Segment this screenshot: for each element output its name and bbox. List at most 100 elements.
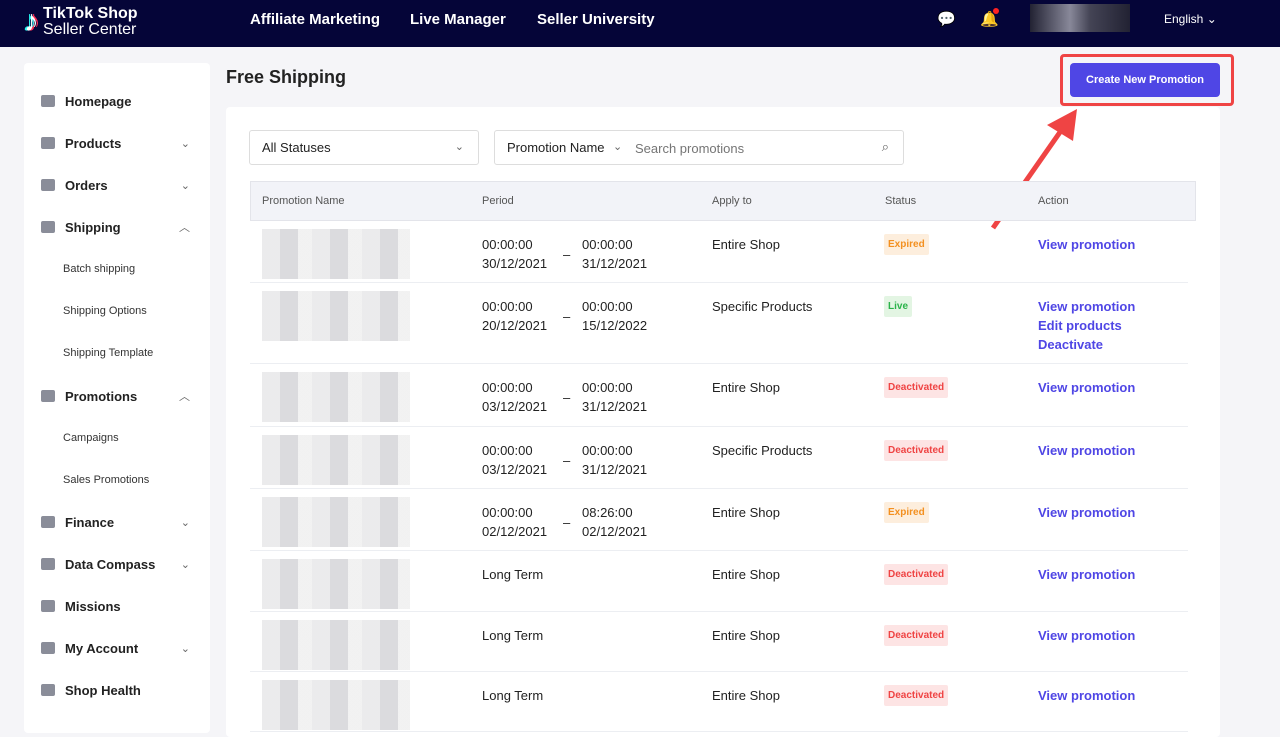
missions-icon [41,600,55,612]
period-separator: – [563,453,571,468]
table-header: Promotion Name Period Apply to Status Ac… [250,181,1196,221]
sidebar-item-shipping[interactable]: Shipping ︿ [24,212,210,242]
language-selector[interactable]: English ⌄ [1164,12,1217,26]
promotion-name-redacted [262,291,410,341]
sidebar-item-orders[interactable]: Orders ⌄ [24,170,210,200]
apply-to: Specific Products [712,443,813,458]
action-view-promotion-link[interactable]: View promotion [1038,237,1136,252]
chevron-down-icon: ⌄ [180,516,190,529]
apply-to: Entire Shop [712,505,780,520]
sidebar: Homepage Products ⌄ Orders ⌄ Shipping ︿ Promoti… [24,63,210,733]
nav-affiliate-marketing[interactable]: Affiliate Marketing [250,11,381,28]
sidebar-item-label: Products [65,135,122,151]
shop-health-icon [41,684,55,696]
sidebar-item-promotions[interactable]: Promotions ︿ [24,381,210,411]
table-row: 00:00:00 30/12/2021–00:00:00 31/12/2021 Ent… [250,221,1188,283]
action-view-promotion-link[interactable]: View promotion [1038,380,1136,395]
period: Long Term [482,688,544,703]
period-start: 00:00:00 03/12/2021 [482,378,547,416]
search-field-select[interactable]: Promotion Name [507,140,605,155]
nav-seller-university[interactable]: Seller University [537,11,655,28]
page-title: Free Shipping [226,67,347,87]
status-badge: Deactivated [884,625,949,646]
sidebar-item-homepage[interactable]: Homepage [24,86,210,116]
apply-to: Entire Shop [712,628,780,643]
table-row: 00:00:00 02/12/2021–08:26:00 02/12/2021 Ent… [250,489,1188,551]
create-new-promotion-button[interactable]: Create New Promotion [1070,63,1220,97]
sidebar-item-label: My Account [65,640,139,656]
sidebar-subitem[interactable]: Shipping Options [63,305,147,317]
status-badge: Deactivated [884,685,949,706]
status-badge: Deactivated [884,564,949,585]
products-icon [41,137,55,149]
status-badge: Deactivated [884,377,949,398]
promotion-name-redacted [262,559,410,609]
apply-to: Entire Shop [712,688,780,703]
logo[interactable]: ♪ TikTok Shop Seller Center [24,4,138,40]
period-end: 08:26:00 02/12/2021 [582,503,647,541]
start-date: 03/12/2021 [482,399,548,414]
action-view-promotion-link[interactable]: View promotion [1038,505,1136,520]
sidebar-subitem[interactable]: Campaigns [63,432,119,444]
sidebar-item-label: Promotions [65,388,138,404]
sidebar-item-label: Finance [65,514,115,530]
search-input[interactable] [635,137,860,159]
action-view-promotion-link[interactable]: View promotion [1038,688,1136,703]
action-edit-products-link[interactable]: Edit products [1038,318,1122,333]
status-badge: Expired [884,502,929,523]
start-date: 30/12/2021 [482,256,548,271]
table-row: 00:00:00 03/12/2021–00:00:00 31/12/2021 Spe… [250,427,1188,489]
apply-to: Specific Products [712,299,813,314]
start-date: 02/12/2021 [482,524,548,539]
promotion-name-redacted [262,435,410,485]
sidebar-item-finance[interactable]: Finance ⌄ [24,507,210,537]
table-row: Long Term Entire Shop Deactivated View prom… [250,672,1188,732]
promotion-name-redacted [262,372,410,422]
my-account-icon [41,642,55,654]
start-date: 20/12/2021 [482,318,548,333]
period-end: 00:00:00 15/12/2022 [582,297,647,335]
action-view-promotion-link[interactable]: View promotion [1038,443,1136,458]
period-separator: – [563,515,571,530]
language-label: English [1164,12,1204,26]
action-view-promotion-link[interactable]: View promotion [1038,299,1136,314]
sidebar-item-missions[interactable]: Missions [24,591,210,621]
chevron-down-icon: ⌄ [180,642,190,655]
table-row: Long Term Entire Shop Deactivated View prom… [250,612,1188,672]
account-avatar[interactable] [1030,4,1130,32]
promotion-name-redacted [262,620,410,670]
end-time: 00:00:00 [582,443,633,458]
sidebar-subitem[interactable]: Shipping Template [63,347,154,359]
sidebar-item-shop-health[interactable]: Shop Health [24,675,210,705]
sidebar-item-my-account[interactable]: My Account ⌄ [24,633,210,663]
nav-live-manager[interactable]: Live Manager [410,11,506,28]
promotions-icon [41,390,55,402]
action-view-promotion-link[interactable]: View promotion [1038,567,1136,582]
status-filter-select[interactable]: All Statuses ⌄ [249,130,479,165]
bell-icon[interactable]: 🔔 [980,11,999,28]
sidebar-item-label: Shop Health [65,682,141,698]
sidebar-subitem[interactable]: Sales Promotions [63,474,150,486]
sidebar-item-data-compass[interactable]: Data Compass ⌄ [24,549,210,579]
chat-icon[interactable]: 💬 [937,11,956,28]
action-deactivate-link[interactable]: Deactivate [1038,337,1104,352]
end-date: 02/12/2021 [582,524,648,539]
period-start: 00:00:00 30/12/2021 [482,235,547,273]
promotion-name-redacted [262,497,410,547]
sidebar-item-products[interactable]: Products ⌄ [24,128,210,158]
search-icon[interactable]: ⌕ [881,139,889,154]
end-date: 15/12/2022 [582,318,648,333]
action-view-promotion-link[interactable]: View promotion [1038,628,1136,643]
start-time: 00:00:00 [482,505,533,520]
sidebar-subitem[interactable]: Batch shipping [63,263,136,275]
end-time: 08:26:00 [582,505,633,520]
period-end: 00:00:00 31/12/2021 [582,378,647,416]
start-time: 00:00:00 [482,237,533,252]
sidebar-item-label: Data Compass [65,556,156,572]
data-compass-icon [41,558,55,570]
tiktok-logo-icon: ♪ [24,5,39,38]
status-badge: Live [884,296,913,317]
period-separator: – [563,390,571,405]
top-bar: ♪ TikTok Shop Seller Center Affiliate Mark… [0,0,1280,47]
period: Long Term [482,628,544,643]
